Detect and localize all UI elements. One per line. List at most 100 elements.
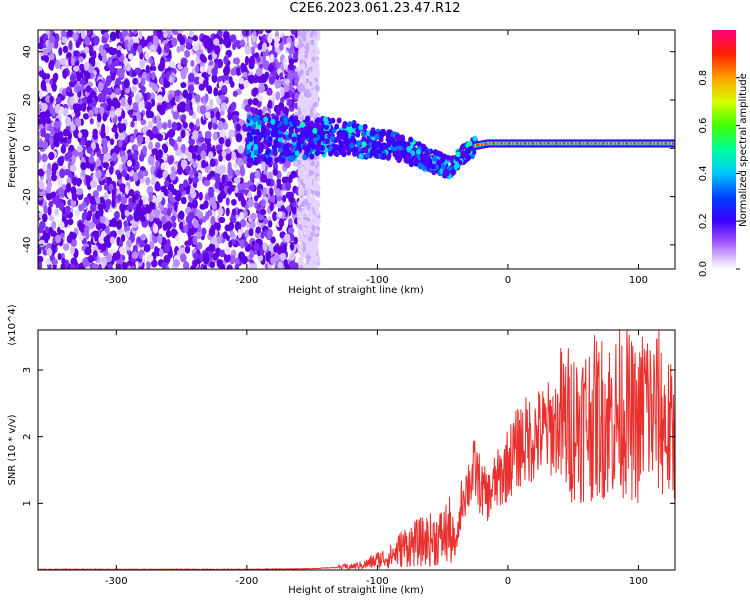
spectrogram-cell	[59, 57, 66, 66]
spectrogram-cell	[234, 256, 240, 267]
spectrogram-cell	[183, 224, 189, 233]
spectrogram-cell	[211, 237, 216, 245]
spectrogram-cell	[89, 179, 97, 188]
spectrogram-cell	[467, 145, 473, 152]
spectrogram-cell	[208, 243, 216, 252]
spectrogram-cell	[225, 138, 231, 148]
spectrogram-cell	[121, 144, 127, 152]
spectrogram-cell	[50, 191, 57, 198]
spectrogram-cell	[209, 170, 216, 178]
spectrogram-cell	[54, 103, 60, 114]
spectrogram-cell	[144, 135, 150, 145]
spectrogram-cell	[449, 157, 455, 164]
colorbar-tick-label: 0.6	[698, 118, 709, 134]
spectrogram-cell	[311, 194, 316, 201]
spectrogram-cell	[287, 63, 295, 71]
spectrogram-cell	[163, 43, 170, 54]
spectrogram-cell	[148, 191, 153, 202]
spectrogram-cell	[209, 98, 214, 109]
spectrogram-cell	[242, 71, 248, 78]
spectrogram-cell	[286, 100, 293, 107]
spectrogram-cell	[274, 39, 279, 49]
spectrogram-cell	[454, 162, 460, 169]
spectrogram-cell	[277, 211, 283, 218]
spectrogram-cell	[126, 159, 133, 167]
spectrogram-cell	[334, 123, 340, 130]
spectrogram-cell	[255, 226, 261, 234]
spectrogram-cell	[76, 145, 83, 153]
spectrogram-cell	[38, 130, 42, 138]
spectrogram-cell	[106, 87, 113, 96]
spectrogram-cell	[185, 103, 191, 112]
spectrogram-cell	[186, 152, 193, 162]
spectrogram-cell	[154, 246, 159, 254]
spectrogram-cell	[160, 162, 168, 171]
spectrogram-cell	[220, 263, 226, 269]
snr-plot-area	[38, 330, 675, 570]
spectrogram-cell	[314, 203, 319, 210]
spectrogram-cell	[235, 123, 241, 132]
spectrogram-cell	[289, 115, 295, 122]
spectrogram-cell	[62, 128, 70, 137]
spectrogram-cell	[315, 72, 320, 79]
spectrogram-cell	[330, 135, 336, 142]
spectrogram-cell	[257, 95, 264, 102]
spectrogram-cell	[253, 242, 260, 252]
spectrogram-cell	[105, 125, 110, 135]
spectrogram-cell	[149, 239, 155, 250]
spectrogram-cell	[189, 169, 194, 179]
spectrogram-cell	[109, 31, 117, 41]
spectrogram-cell	[45, 168, 53, 176]
spectrogram-cell	[299, 265, 304, 269]
spectrogram-cell	[180, 81, 187, 89]
spectrogram-cell	[38, 260, 43, 269]
spectrogram-cell	[259, 143, 265, 150]
spectrogram-cell	[316, 49, 321, 56]
spectrogram-cell	[156, 30, 163, 39]
spectrogram-cell	[232, 114, 239, 122]
spectrogram-cell	[108, 263, 113, 269]
spectrogram-cell	[53, 120, 61, 129]
spectrogram-cell	[248, 136, 254, 143]
spectrogram-cell	[214, 181, 220, 190]
spectrogram-cell	[311, 184, 316, 191]
spectrogram-cell	[351, 147, 357, 154]
spectrogram-cell	[99, 215, 106, 224]
snr-x-axis: -300 -200 -100 0 100	[105, 330, 648, 587]
spectrogram-cell	[145, 204, 150, 213]
spectrogram-cell	[215, 110, 221, 121]
spectrogram-cell	[256, 157, 262, 164]
spectrogram-cell	[100, 49, 107, 57]
spectrogram-cell	[273, 245, 280, 253]
spectrogram-cell	[244, 45, 252, 55]
spectrogram-cell	[43, 205, 48, 214]
spectrogram-cell	[213, 38, 220, 46]
spectrogram-cell	[672, 142, 675, 145]
spectrogram-cell	[101, 37, 108, 44]
spectrogram-cell	[47, 206, 52, 216]
spectrogram-cell	[182, 89, 189, 99]
spectrogram-cell	[254, 169, 261, 179]
spectrogram-cell	[288, 196, 296, 203]
spectrogram-cell	[221, 85, 227, 94]
spectrogram-cell	[248, 228, 254, 237]
spectrogram-cell	[89, 90, 97, 99]
spectrogram-cell	[146, 101, 152, 111]
spectrogram-cell	[236, 157, 244, 167]
spectrogram-cell	[157, 63, 165, 72]
spectrogram-cell	[187, 72, 195, 83]
spectrogram-cell	[109, 111, 116, 119]
spectrogram-cell	[259, 209, 267, 216]
snr-x-label: Height of straight line (km)	[288, 585, 424, 596]
spectrogram-cell	[204, 193, 209, 201]
spectrogram-cell	[101, 137, 108, 146]
spectrogram-cell	[126, 203, 134, 211]
spectrogram-cell	[83, 225, 90, 234]
spectrogram-cell	[227, 167, 233, 176]
spectrogram-cell	[192, 43, 200, 52]
spectrogram-cell	[248, 184, 255, 192]
spectrogram-cell	[209, 110, 215, 119]
spectrogram-cell	[90, 141, 96, 151]
spectrogram-cell	[408, 136, 414, 143]
spectrogram-cell	[226, 186, 232, 195]
